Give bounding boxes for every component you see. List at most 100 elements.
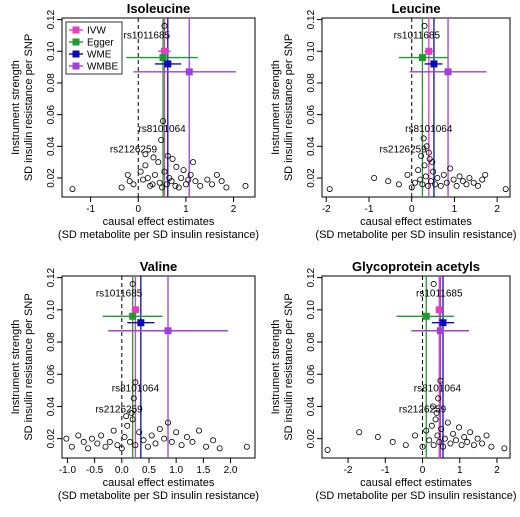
- data-point: [425, 149, 432, 156]
- data-point: [417, 176, 424, 183]
- data-point: [140, 437, 147, 444]
- data-point: [152, 440, 159, 447]
- data-point: [68, 443, 75, 450]
- data-point: [218, 178, 225, 185]
- data-point: [467, 429, 474, 436]
- data-point: [453, 182, 460, 189]
- estimate-marker-wmbe: [164, 327, 172, 335]
- data-point: [129, 281, 136, 288]
- data-point: [169, 155, 176, 162]
- data-point: [488, 443, 495, 450]
- estimate-marker-ivw: [425, 47, 433, 55]
- data-point: [128, 409, 135, 416]
- data-point: [148, 432, 155, 439]
- x-tick-label: -1: [365, 204, 374, 215]
- x-tick-label: 0: [409, 204, 415, 215]
- data-point: [118, 445, 125, 452]
- y-tick-label: 0.04: [46, 396, 57, 416]
- snp-label: rs1011685: [416, 289, 463, 300]
- x-tick-label: 1.5: [196, 465, 210, 476]
- data-point: [421, 22, 428, 29]
- y-tick-label: 0.10: [306, 41, 317, 61]
- data-point: [196, 427, 203, 434]
- x-tick-label: 2: [494, 204, 500, 215]
- estimate-marker-egger: [159, 54, 167, 62]
- data-point: [450, 176, 457, 183]
- data-point: [94, 440, 101, 447]
- data-point: [429, 403, 436, 410]
- y-tick-label: 0.08: [46, 332, 57, 352]
- y-axis-label-line1: Instrument strength: [10, 320, 22, 415]
- data-point: [124, 422, 131, 429]
- data-point: [356, 429, 363, 436]
- legend-label-wme: WME: [87, 50, 112, 61]
- data-point: [124, 171, 131, 178]
- snp-label: rs1011685: [96, 289, 143, 300]
- y-tick-label: 0.06: [46, 364, 57, 384]
- x-tick-label: 0: [135, 204, 141, 215]
- x-axis-label-line2: (SD metabolite per SD insulin resistance…: [58, 229, 259, 241]
- data-point: [161, 435, 168, 442]
- data-point: [75, 432, 82, 439]
- data-point: [164, 152, 171, 159]
- data-point: [450, 430, 457, 437]
- legend-swatch-wme: [72, 50, 80, 58]
- data-point: [437, 182, 444, 189]
- data-point: [479, 440, 486, 447]
- snp-label: rs2126259: [110, 144, 158, 155]
- x-tick-label: -0.5: [86, 465, 104, 476]
- data-point: [419, 181, 426, 188]
- y-tick-label: 0.04: [306, 396, 317, 416]
- data-point: [432, 416, 439, 423]
- snp-label: rs1011685: [394, 30, 441, 41]
- data-point: [151, 171, 158, 178]
- panel-title: Valine: [140, 259, 178, 274]
- data-point: [184, 434, 191, 441]
- data-point: [430, 168, 437, 175]
- data-point: [501, 445, 508, 452]
- data-point: [444, 419, 451, 426]
- data-point: [69, 186, 76, 193]
- y-axis-label-line2: SD insulin resistance per SNP: [23, 34, 35, 181]
- data-point: [180, 167, 187, 174]
- data-point: [423, 143, 430, 150]
- y-axis-label-line2: SD insulin resistance per SNP: [283, 34, 295, 181]
- estimate-marker-wme: [439, 319, 447, 327]
- data-point: [140, 176, 147, 183]
- panel-title: Isoleucine: [127, 1, 191, 16]
- data-point: [110, 427, 117, 434]
- data-point: [443, 179, 450, 186]
- data-point: [204, 176, 211, 183]
- plot-frame: [321, 275, 511, 459]
- x-tick-label: -1: [86, 204, 95, 215]
- legend-swatch-wmbe: [72, 62, 80, 70]
- plot-frame: [61, 275, 256, 459]
- data-point: [430, 442, 437, 449]
- data-point: [463, 181, 470, 188]
- data-point: [419, 443, 426, 450]
- data-point: [187, 171, 194, 178]
- legend-swatch-egger: [72, 38, 80, 46]
- x-tick-label: -2: [322, 204, 331, 215]
- y-axis-label-line1: Instrument strength: [270, 60, 282, 155]
- data-point: [464, 438, 471, 445]
- data-point: [426, 437, 433, 444]
- data-point: [479, 176, 486, 183]
- data-point: [203, 443, 210, 450]
- data-point: [395, 181, 402, 188]
- data-point: [88, 435, 95, 442]
- snp-label: rs2126259: [380, 144, 428, 155]
- snp-label: rs8101064: [138, 124, 186, 135]
- data-point: [185, 176, 192, 183]
- data-point: [447, 165, 454, 172]
- x-tick-label: -1: [381, 465, 390, 476]
- data-point: [447, 440, 454, 447]
- data-point: [428, 422, 435, 429]
- data-point: [374, 434, 381, 441]
- data-point: [102, 443, 109, 450]
- x-tick-label: 1: [452, 204, 458, 215]
- data-point: [178, 442, 185, 449]
- data-point: [126, 178, 133, 185]
